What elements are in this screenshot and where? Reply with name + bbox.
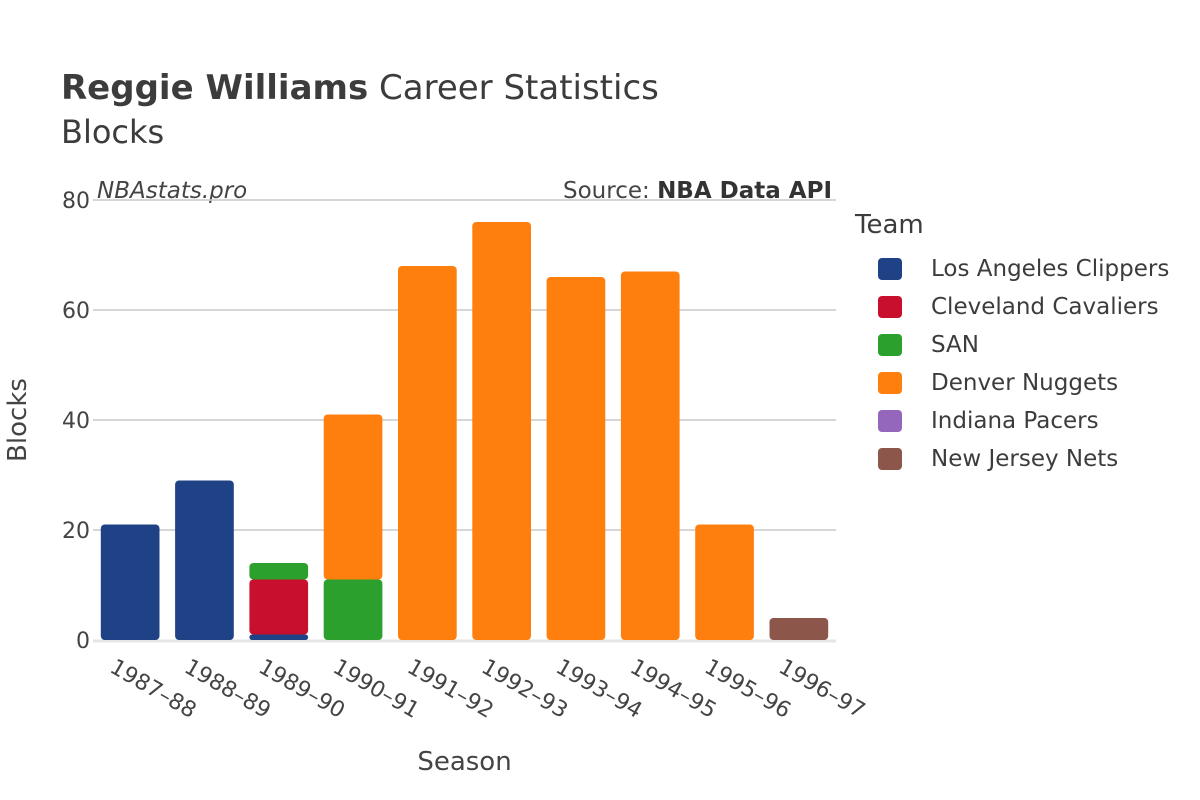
legend-swatch — [878, 448, 902, 470]
legend-swatch — [878, 258, 902, 280]
legend-swatch — [878, 410, 902, 432]
bar-segment — [546, 277, 606, 640]
y-tick-label: 20 — [62, 519, 90, 544]
y-tick-label: 60 — [62, 299, 90, 324]
bar-segment — [100, 524, 160, 640]
y-tick-label: 80 — [62, 189, 90, 214]
bar-segment — [472, 222, 531, 640]
bar-segment — [769, 618, 829, 640]
y-tick-label: 0 — [76, 629, 90, 654]
player-name: Reggie Williams — [61, 68, 369, 108]
bar-segment — [620, 271, 680, 640]
chart-title: Reggie Williams Career Statistics — [61, 68, 659, 108]
legend-label: Los Angeles Clippers — [931, 256, 1170, 282]
bar-segment — [175, 480, 234, 640]
bar-segment — [249, 579, 309, 635]
bar-segment — [695, 524, 754, 640]
y-tick-label: 40 — [62, 409, 90, 434]
legend-item[interactable]: Los Angeles Clippers — [878, 250, 1169, 288]
bar-segment — [249, 563, 309, 580]
chart-subtitle: Blocks — [61, 113, 165, 151]
bar-segment — [323, 579, 383, 640]
title-rest: Career Statistics — [368, 68, 659, 108]
bar-segment — [398, 266, 457, 640]
legend-label: Indiana Pacers — [931, 408, 1099, 434]
legend-swatch — [878, 334, 902, 356]
legend-item[interactable]: Cleveland Cavaliers — [878, 288, 1169, 326]
legend-title: Team — [855, 210, 924, 240]
legend: Los Angeles Clippers Cleveland Cavaliers… — [878, 250, 1169, 478]
legend-item[interactable]: New Jersey Nets — [878, 440, 1169, 478]
legend-item[interactable]: SAN — [878, 326, 1169, 364]
legend-swatch — [878, 372, 902, 394]
legend-label: Cleveland Cavaliers — [931, 294, 1159, 320]
bar-segment — [249, 634, 309, 640]
legend-item[interactable]: Indiana Pacers — [878, 402, 1169, 440]
legend-label: Denver Nuggets — [931, 370, 1119, 396]
bar-segment — [323, 414, 383, 580]
legend-label: SAN — [931, 332, 979, 358]
legend-swatch — [878, 296, 902, 318]
x-tick-label: 1996–97 — [774, 655, 869, 724]
legend-label: New Jersey Nets — [931, 446, 1119, 472]
x-axis-title: Season — [417, 747, 511, 777]
y-axis-title: Blocks — [3, 378, 33, 462]
legend-item[interactable]: Denver Nuggets — [878, 364, 1169, 402]
